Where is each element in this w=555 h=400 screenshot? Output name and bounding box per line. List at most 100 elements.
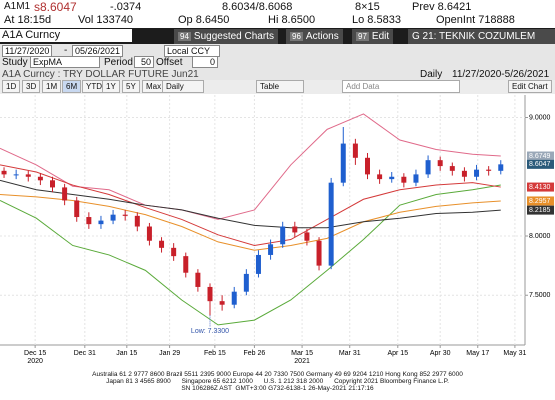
candle-body <box>195 272 201 287</box>
add-data-input[interactable]: Add Data <box>342 80 460 93</box>
candle-body <box>486 169 492 171</box>
last-value-tag <box>527 159 554 169</box>
candle-body <box>316 240 322 266</box>
x-tick-label: Jan 29 <box>159 350 180 357</box>
time: At 18:15d <box>4 14 52 26</box>
edit-button[interactable]: 97 Edit <box>352 29 394 44</box>
study-select[interactable]: ExpMA <box>30 56 100 68</box>
candle-body <box>268 244 274 255</box>
button-number: 94 <box>178 32 191 41</box>
candle-body <box>280 226 286 245</box>
low: Lo 8.5833 <box>352 14 401 26</box>
quote-bar: A1M1 s8.6047 -.0374 8.6034/8.6068 8×15 P… <box>0 0 555 28</box>
frequency-select[interactable]: Daily <box>162 80 204 93</box>
chart-period: 11/27/2020-5/26/2021 <box>452 69 550 80</box>
last-value-label: 8.2185 <box>529 207 551 214</box>
period-label: Period <box>104 57 133 68</box>
study-label: Study <box>2 57 28 68</box>
candle-body <box>219 301 225 305</box>
candle-body <box>498 164 504 171</box>
bid-ask: 8.6034/8.6068 <box>222 1 293 13</box>
x-tick-label: Feb 26 <box>244 350 266 357</box>
candle-body <box>37 176 43 181</box>
x-tick-label: May 31 <box>503 350 526 357</box>
period-button[interactable]: 1D <box>2 80 21 93</box>
candle-body <box>461 170 467 177</box>
candle-body <box>146 226 152 241</box>
footer: Australia 61 2 9777 8600 Brazil 5511 239… <box>0 370 555 400</box>
indicator-line <box>0 113 501 220</box>
candle-body <box>328 182 334 266</box>
candle-body <box>389 176 395 180</box>
period-button[interactable]: YTD <box>82 80 106 93</box>
chart: Dec 15 Dec 31 Jan 15 Jan 29 Feb 15 Feb 26 Mar … <box>0 95 554 365</box>
last-value-tag <box>527 182 554 192</box>
actions-button[interactable]: 96 Actions <box>286 29 343 44</box>
last-value-tag <box>527 196 554 206</box>
year-label: 2021 <box>294 358 310 365</box>
chart-title: A1A Curncy : TRY DOLLAR FUTURE Jun21 <box>2 69 199 80</box>
period-button[interactable]: 5Y <box>122 80 140 93</box>
candle-body <box>292 226 298 233</box>
year-label: 2020 <box>27 358 43 365</box>
chart-frequency: Daily <box>420 69 443 80</box>
period-button[interactable]: 6M <box>62 80 82 93</box>
candle-body <box>74 200 80 218</box>
candle-body <box>413 174 419 183</box>
security-input[interactable]: A1A Curncy <box>0 29 132 42</box>
candle-body <box>110 214 116 221</box>
candle-body <box>401 176 407 183</box>
footer-line: SN 106286Z AST GMT+3:00 G732-6138-1 26-M… <box>181 385 374 392</box>
period-button[interactable]: 3D <box>22 80 41 93</box>
y-tick-label: 8.0000 <box>529 233 551 240</box>
candle-body <box>134 215 140 227</box>
indicator-line <box>0 164 501 246</box>
last-value-label: 8.2957 <box>529 198 551 205</box>
page-button[interactable]: G 21: TEKNIK COZUMLEM <box>408 29 555 44</box>
y-tick-label: 7.5000 <box>529 292 551 299</box>
x-tick-label: Dec 31 <box>74 350 96 357</box>
button-number: 97 <box>356 32 369 41</box>
button-label: Edit <box>371 31 390 42</box>
x-tick-label: Apr 15 <box>387 350 408 357</box>
table-button[interactable]: Table <box>256 80 304 93</box>
date-separator: - <box>64 45 68 56</box>
indicator-line <box>0 179 501 229</box>
candle-body <box>50 180 55 188</box>
command-bar: A1A Curncy 94 Suggested Charts 96 Actions … <box>0 28 555 44</box>
last-value-label: 8.6749 <box>529 153 551 160</box>
footer-line: Japan 81 3 4565 8900 Singapore 65 6212 1… <box>106 378 449 385</box>
button-number: 96 <box>290 32 303 41</box>
open-interest: OpenInt 718888 <box>436 14 515 26</box>
offset-input[interactable]: 0 <box>192 56 218 68</box>
period-button[interactable]: 1M <box>42 80 62 93</box>
candle-body <box>207 286 213 302</box>
start-date[interactable]: 11/27/2020 <box>2 45 53 57</box>
low-annotation: Low: 7.3300 <box>191 328 229 335</box>
candle-body <box>255 254 261 274</box>
candle-body <box>340 143 346 183</box>
size: 8×15 <box>355 1 380 13</box>
candle-body <box>377 174 383 180</box>
period-button[interactable]: 1Y <box>102 80 120 93</box>
candle-body <box>183 256 189 273</box>
x-tick-label: Dec 15 <box>24 350 46 357</box>
candle-body <box>13 174 19 176</box>
last-value-tag <box>527 151 554 161</box>
candle-body <box>474 169 480 177</box>
candle-body <box>425 160 431 175</box>
suggested-charts-button[interactable]: 94 Suggested Charts <box>174 29 278 44</box>
button-label: Suggested Charts <box>193 31 274 42</box>
edit-chart-button[interactable]: Edit Chart <box>508 80 552 93</box>
prev: Prev 8.6421 <box>412 1 472 13</box>
period-input[interactable]: 50 <box>134 56 154 68</box>
offset-label: Offset <box>156 57 183 68</box>
last-value-label: 8.4130 <box>529 184 551 191</box>
candle-body <box>98 220 104 225</box>
x-tick-label: Jan 15 <box>116 350 137 357</box>
candle-body <box>352 143 358 158</box>
candle-body <box>25 174 31 177</box>
x-tick-label: Mar 15 <box>291 350 313 357</box>
candle-body <box>171 247 177 257</box>
